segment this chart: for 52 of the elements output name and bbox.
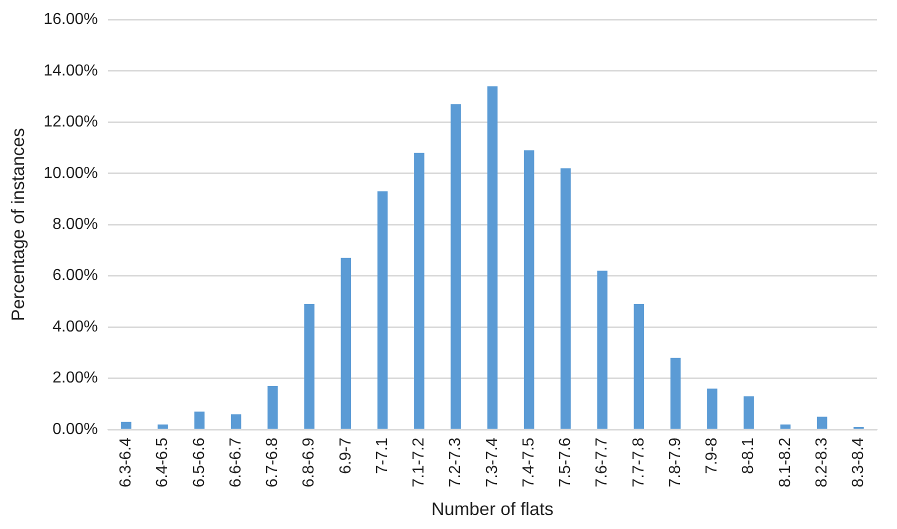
bar [230,414,242,429]
x-tick-label: 8-8.1 [740,437,758,474]
y-tick-label: 12.00% [44,114,98,131]
bar [707,388,718,429]
bar [744,396,754,429]
bar [816,416,828,429]
x-tick-label: 8.1-8.2 [776,437,794,488]
x-tick-label: 6.3-6.4 [118,437,135,488]
bar [414,152,424,429]
y-tick-label: 4.00% [52,318,98,336]
y-axis-title: Percentage of instances [8,128,28,322]
y-tick-label: 0.00% [52,420,98,438]
x-tick-label: 8.2-8.3 [813,437,830,488]
bar [304,304,314,429]
bar [524,150,534,429]
x-tick-label: 7-7.1 [374,437,391,474]
x-tick-label: 7.6-7.7 [594,437,611,488]
bar [450,104,461,429]
bar [780,424,791,429]
bar [597,270,608,429]
x-tick-label: 6.8-6.9 [300,437,318,488]
y-tick-label: 2.00% [52,370,98,387]
y-tick-label: 10.00% [44,164,98,182]
x-tick-label: 7.2-7.3 [447,437,464,488]
bar [487,86,498,429]
bar [340,258,352,429]
y-tick-label: 16.00% [44,11,98,28]
y-tick-label: 14.00% [44,62,98,80]
x-tick-label: 6.5-6.6 [190,437,208,488]
x-tick-label: 6.9-7 [337,437,354,474]
x-tick-label: 7.1-7.2 [410,437,428,488]
x-tick-label: 7.3-7.4 [484,437,501,488]
x-tick-label: 6.4-6.5 [154,437,172,488]
bar [377,191,388,429]
x-tick-label: 6.6-6.7 [227,437,244,488]
bar [121,422,132,429]
bar [670,358,681,429]
x-tick-label: 7.9-8 [704,437,721,474]
x-tick-label: 7.7-7.8 [630,437,648,488]
x-tick-label: 6.7-6.8 [264,437,282,488]
bar [560,168,571,429]
x-tick-label: 7.8-7.9 [666,437,684,488]
x-tick-label: 7.5-7.6 [557,437,574,488]
bar [158,424,168,429]
x-tick-label: 8.3-8.4 [850,437,868,488]
x-tick-label: 7.4-7.5 [520,437,538,488]
bar [194,412,205,429]
y-tick-label: 6.00% [52,267,98,284]
bar [268,386,278,429]
y-tick-label: 8.00% [52,216,98,233]
bar [634,304,644,429]
x-axis-title: Number of flats [431,499,554,520]
